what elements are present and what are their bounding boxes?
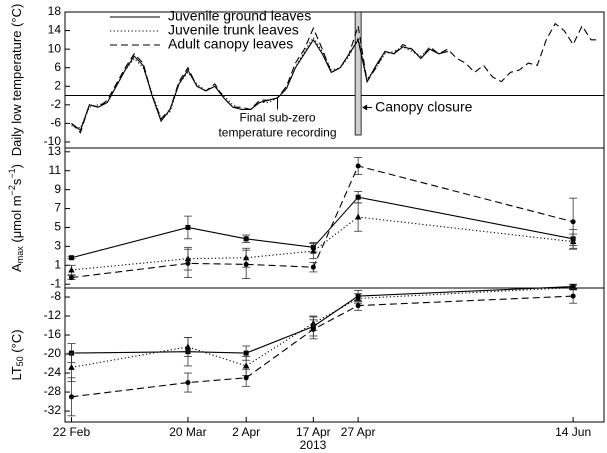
marker xyxy=(310,247,317,254)
series-line xyxy=(71,286,574,368)
marker xyxy=(242,362,250,369)
legend-label: Adult canopy leaves xyxy=(168,36,293,52)
y-tick-label: 6 xyxy=(54,60,61,74)
y-tick-label: 14 xyxy=(48,23,62,37)
marker xyxy=(243,350,249,356)
series-line xyxy=(71,295,574,398)
series-line xyxy=(71,22,600,134)
y-tick-label: 7 xyxy=(54,201,61,215)
x-tick-label: 27 Apr xyxy=(341,425,376,439)
series-line xyxy=(71,165,574,279)
series-line xyxy=(71,216,574,271)
y-tick-label: -1 xyxy=(50,276,61,290)
marker xyxy=(68,275,74,281)
y-label-part: (°C) xyxy=(9,329,24,356)
y-label-part: ) xyxy=(9,164,24,168)
annotation-arrowhead xyxy=(362,104,368,111)
y-tick-label: 9 xyxy=(54,182,61,196)
y-tick-label: 10 xyxy=(48,41,62,55)
y-label-part: −2 xyxy=(7,185,17,195)
marker xyxy=(185,260,191,266)
x-tick-label: 17 Apr xyxy=(296,425,331,439)
marker xyxy=(354,213,362,220)
marker xyxy=(243,236,249,242)
x-tick-label: 20 Mar xyxy=(169,425,206,439)
marker xyxy=(355,194,361,200)
y-tick-label: 1 xyxy=(54,257,61,271)
y-tick-label: 5 xyxy=(54,220,61,234)
marker xyxy=(68,266,75,273)
y-tick-label: -28 xyxy=(44,384,62,398)
marker xyxy=(569,284,577,291)
y-label-part: −1 xyxy=(7,168,17,178)
marker xyxy=(68,255,74,261)
x-tick-label: 2 Apr xyxy=(232,425,260,439)
series-line xyxy=(71,196,574,259)
marker xyxy=(185,224,191,230)
y-tick-label: -8 xyxy=(50,289,61,303)
y-label-part: (μmol m xyxy=(9,195,24,246)
y-tick-label: -6 xyxy=(50,116,61,130)
y-label-part: s xyxy=(9,178,24,185)
marker xyxy=(184,343,192,350)
y-tick-label: -2 xyxy=(50,97,61,111)
y-axis-label: Daily low temperature (°C) xyxy=(9,4,24,157)
y-tick-label: 11 xyxy=(49,163,62,177)
marker xyxy=(570,293,576,299)
y-tick-label: 3 xyxy=(54,239,61,253)
canopy-closure-band xyxy=(354,11,362,136)
y-tick-label: -10 xyxy=(44,134,62,148)
x-axis-label: 2013 xyxy=(300,438,327,452)
x-tick-label: 22 Feb xyxy=(53,425,91,439)
annotation-text: Final sub-zero xyxy=(239,111,315,125)
annotation-text: Canopy closure xyxy=(375,98,472,114)
marker xyxy=(68,394,74,400)
marker xyxy=(310,264,316,270)
y-tick-label: -12 xyxy=(44,308,62,322)
marker xyxy=(243,261,249,267)
y-tick-label: -24 xyxy=(44,365,62,379)
series-line xyxy=(71,35,448,129)
marker xyxy=(355,163,361,169)
marker xyxy=(354,294,362,301)
x-tick-label: 14 Jun xyxy=(555,425,591,439)
y-tick-label: 13 xyxy=(48,144,62,158)
y-axis-label: Amax (μmol m−2s−1) xyxy=(7,164,25,272)
marker xyxy=(310,326,316,332)
y-tick-label: -20 xyxy=(44,346,62,360)
frame xyxy=(64,11,605,423)
marker xyxy=(355,303,361,309)
y-tick-label: -16 xyxy=(44,327,62,341)
series-line xyxy=(71,286,574,354)
y-axis-label: LT50 (°C) xyxy=(9,329,25,380)
y-label-part: Daily low temperature (°C) xyxy=(9,4,24,157)
y-tick-label: 18 xyxy=(48,4,62,18)
marker xyxy=(570,219,576,225)
marker xyxy=(68,363,75,370)
legend-label: Juvenile ground leaves xyxy=(168,8,311,24)
y-tick-label: 2 xyxy=(54,78,61,92)
y-label-part: A xyxy=(9,263,24,272)
marker xyxy=(185,380,191,386)
legend-label: Juvenile trunk leaves xyxy=(168,22,299,38)
marker xyxy=(243,375,249,381)
y-label-part: max xyxy=(15,246,25,264)
y-label-part: LT xyxy=(9,366,24,380)
y-label-part: 50 xyxy=(15,356,25,366)
annotation-text: temperature recording xyxy=(218,126,336,140)
y-tick-label: -32 xyxy=(44,403,62,417)
